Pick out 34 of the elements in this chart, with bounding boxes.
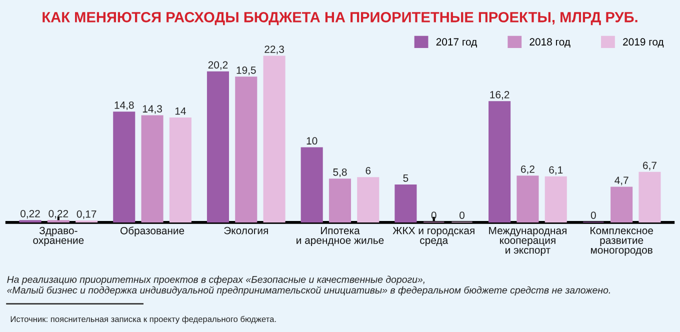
data-label: 4,7 xyxy=(614,176,628,186)
legend-label: 2018 год xyxy=(530,38,570,48)
data-label: 0 xyxy=(431,212,436,219)
legend-label: 2019 год xyxy=(623,38,664,48)
data-label: 22,3 xyxy=(264,46,284,54)
data-label: 6,2 xyxy=(521,165,534,174)
data-label: 0,22 xyxy=(48,210,68,219)
text: Источник: пояснительная записка к проекту федерального бюджета. xyxy=(10,316,276,324)
chart-title: КАК МЕНЯЮТСЯ РАСХОДЫ БЮДЖЕТА НА ПРИОРИТЕТНЫЕ ПРОЕКТЫ, МЛРД РУБ. xyxy=(42,12,638,26)
data-label: 6,1 xyxy=(549,166,563,175)
text: На реализацию приоритетных проектов в сферах «Безопасные и качественные дороги», «Малый бизнес и поддержка индивидуальной предпринимательской инициативы» в федеральном бюджете средств не заложено. xyxy=(7,276,610,296)
data-label: 10 xyxy=(306,137,318,145)
x-tick-label: Ипотека и арендное жилье xyxy=(296,226,384,246)
data-label: 5 xyxy=(403,174,408,182)
data-label: 0,17 xyxy=(76,210,96,219)
data-label: 5,8 xyxy=(333,168,347,178)
data-label: 14,3 xyxy=(142,105,162,114)
x-tick-label: Международная кооперация и экспорт xyxy=(489,226,566,256)
data-label: 19,5 xyxy=(236,66,256,76)
data-label: 14 xyxy=(175,108,186,115)
x-tick-label: Комплексное развитие моногородов xyxy=(590,226,653,256)
x-tick-label: Экология xyxy=(224,226,268,234)
data-label: 0,22 xyxy=(20,210,40,219)
data-label: 6,7 xyxy=(643,162,656,170)
data-label: 16,2 xyxy=(490,91,510,100)
data-label: 14,8 xyxy=(114,101,134,110)
data-label: 0 xyxy=(460,212,465,219)
x-tick-label: Здраво- охранение xyxy=(33,226,84,246)
legend-label: 2017 год xyxy=(436,38,477,48)
x-tick-label: ЖКХ и городская среда xyxy=(392,226,474,246)
data-label: 0 xyxy=(590,212,596,219)
data-label: 20,2 xyxy=(208,61,228,70)
data-label: 6 xyxy=(366,166,371,174)
x-tick-label: Образование xyxy=(120,226,184,236)
